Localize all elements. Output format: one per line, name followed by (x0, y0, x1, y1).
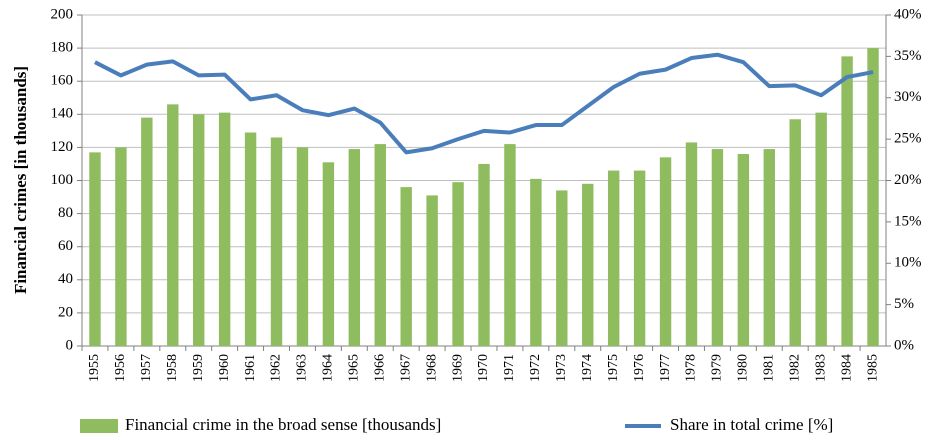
y-tick-label: 60 (58, 238, 73, 254)
x-tick-label: 1979 (710, 354, 725, 382)
bar (426, 195, 438, 346)
x-tick-label: 1960 (217, 354, 232, 382)
x-tick-label: 1958 (165, 354, 180, 382)
bar (711, 149, 724, 346)
x-tick-label: 1956 (113, 354, 128, 382)
x-tick-label: 1961 (243, 354, 258, 382)
y2-tick-label: 20% (894, 172, 922, 188)
bar (530, 178, 542, 346)
x-tick-label: 1962 (269, 354, 284, 382)
x-tick-label: 1974 (580, 354, 595, 382)
y2-tick-label: 35% (894, 48, 922, 64)
y2-tick-label: 10% (894, 255, 922, 271)
bar (556, 190, 568, 346)
x-tick-label: 1959 (191, 354, 206, 382)
legend-label: Financial crime in the broad sense [thou… (125, 415, 441, 434)
x-tick-label: 1984 (839, 354, 854, 382)
bar (452, 182, 464, 346)
x-tick-label: 1971 (502, 354, 517, 382)
x-tick-label: 1969 (450, 354, 465, 382)
y-tick-label: 20 (58, 304, 73, 320)
bar (504, 144, 516, 346)
bar (841, 56, 853, 346)
x-tick-label: 1970 (476, 354, 491, 382)
y-tick-label: 180 (51, 40, 74, 56)
y-tick-label: 160 (51, 73, 74, 89)
bar (633, 170, 646, 346)
y2-tick-label: 30% (894, 89, 922, 105)
x-tick-label: 1957 (139, 354, 154, 382)
bar (244, 132, 257, 346)
y2-tick-label: 25% (894, 131, 922, 147)
x-tick-label: 1981 (762, 354, 777, 382)
y2-tick-label: 5% (894, 296, 914, 312)
bar (115, 147, 127, 346)
y2-tick-label: 0% (894, 337, 914, 353)
bar (607, 170, 620, 346)
bar (374, 144, 386, 346)
y2-tick-label: 15% (894, 213, 922, 229)
bar (763, 149, 775, 346)
y-tick-label: 80 (58, 205, 73, 221)
x-tick-label: 1964 (321, 354, 336, 382)
y-axis-label: Financial crimes [in thousands] (11, 66, 30, 294)
legend-label: Share in total crime [%] (670, 415, 833, 434)
bar (348, 149, 361, 346)
bar (582, 183, 594, 346)
bar (737, 154, 750, 346)
bar (867, 48, 879, 346)
bar (322, 162, 335, 346)
bar (193, 114, 205, 346)
x-tick-label: 1973 (554, 354, 569, 382)
y-tick-label: 0 (66, 337, 74, 353)
y-tick-label: 200 (51, 6, 74, 22)
x-tick-label: 1955 (87, 354, 102, 382)
x-tick-label: 1983 (813, 354, 828, 382)
y-tick-label: 140 (51, 106, 74, 122)
bar (789, 119, 801, 346)
bar (296, 147, 309, 346)
line (94, 52, 874, 155)
x-tick-label: 1965 (347, 354, 362, 382)
x-tick-label: 1963 (295, 354, 310, 382)
bar (270, 137, 283, 346)
x-tick-label: 1975 (606, 354, 621, 382)
bar (218, 112, 231, 347)
x-tick-label: 1980 (736, 354, 751, 382)
bar (685, 142, 698, 346)
x-tick-label: 1976 (632, 354, 647, 382)
bar (167, 104, 179, 347)
x-tick-label: 1985 (865, 354, 880, 382)
legend-swatch (80, 419, 118, 433)
x-tick-label: 1977 (658, 354, 673, 382)
y-tick-label: 40 (58, 271, 73, 287)
y2-tick-label: 40% (894, 6, 922, 22)
y-tick-label: 100 (51, 172, 74, 188)
x-tick-label: 1982 (787, 354, 802, 382)
bar (659, 157, 672, 346)
bar (815, 112, 827, 347)
y-tick-label: 120 (51, 139, 74, 155)
bar (89, 152, 101, 346)
x-tick-label: 1968 (424, 354, 439, 382)
x-tick-label: 1967 (398, 354, 413, 382)
x-tick-label: 1972 (528, 354, 543, 382)
bar (141, 117, 153, 346)
x-tick-label: 1966 (372, 354, 387, 382)
x-tick-label: 1978 (684, 354, 699, 382)
bar (400, 187, 412, 346)
bar (478, 163, 490, 346)
